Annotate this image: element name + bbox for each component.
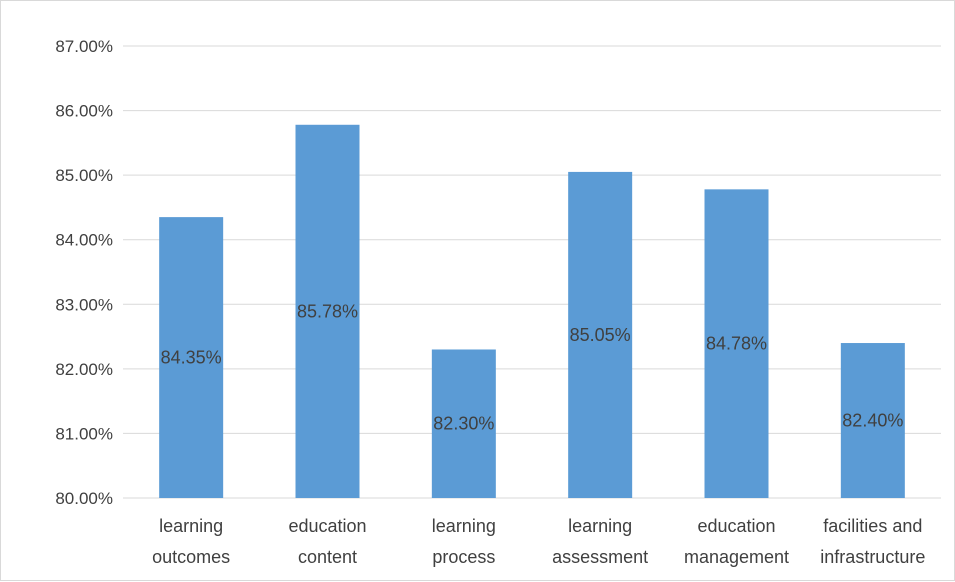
category-label: content (298, 547, 357, 567)
bar (840, 343, 905, 498)
category-label: learning (159, 516, 223, 536)
category-label: learning (568, 516, 632, 536)
bar (295, 124, 360, 498)
category-label: education (288, 516, 366, 536)
y-tick-label: 80.00% (55, 489, 113, 508)
category-label: infrastructure (820, 547, 925, 567)
bars (159, 124, 905, 498)
y-tick-label: 83.00% (55, 295, 113, 314)
bar (159, 217, 224, 498)
bar (704, 189, 769, 498)
data-label: 84.35% (161, 348, 222, 368)
y-tick-label: 87.00% (55, 37, 113, 56)
category-label: outcomes (152, 547, 230, 567)
category-label: management (684, 547, 789, 567)
data-label: 82.30% (433, 414, 494, 434)
category-label: facilities and (823, 516, 922, 536)
y-tick-label: 86.00% (55, 102, 113, 121)
category-label: process (432, 547, 495, 567)
data-label: 85.78% (297, 301, 358, 321)
data-label: 85.05% (570, 325, 631, 345)
data-label: 82.40% (842, 411, 903, 431)
y-axis-tick-labels: 80.00% 81.00% 82.00% 83.00% 84.00% 85.00% 86.0… (55, 37, 113, 508)
y-tick-label: 82.00% (55, 360, 113, 379)
y-tick-label: 84.00% (55, 231, 113, 250)
gridlines (123, 45, 941, 499)
category-label: education (697, 516, 775, 536)
y-tick-label: 81.00% (55, 424, 113, 443)
data-labels: 84.35% 85.78% 82.30% 85.05% 84.78% 82.40% (161, 301, 904, 433)
category-label: learning (432, 516, 496, 536)
bar (431, 349, 496, 498)
bar (568, 171, 633, 498)
y-tick-label: 85.00% (55, 166, 113, 185)
x-axis-category-labels: learning outcomes education content learning… (152, 516, 925, 567)
data-label: 84.78% (706, 334, 767, 354)
category-label: assessment (552, 547, 648, 567)
